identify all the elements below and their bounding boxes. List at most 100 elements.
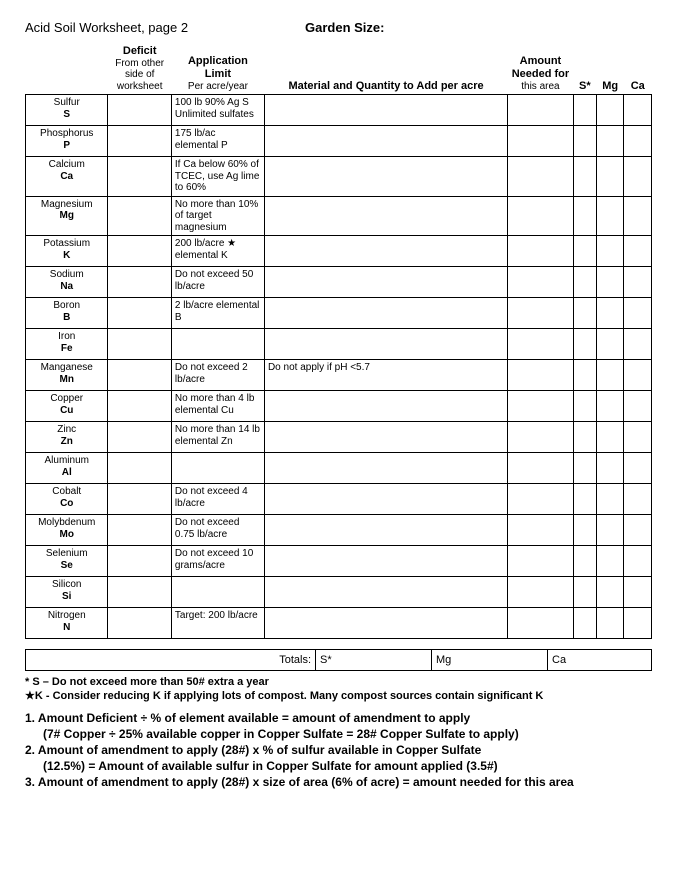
s-cell[interactable] [573,484,596,515]
amount-cell[interactable] [508,196,574,236]
amount-cell[interactable] [508,422,574,453]
deficit-cell[interactable] [108,360,171,391]
amount-cell[interactable] [508,329,574,360]
ca-cell[interactable] [624,298,652,329]
amount-cell[interactable] [508,95,574,126]
deficit-cell[interactable] [108,515,171,546]
amount-cell[interactable] [508,546,574,577]
s-cell[interactable] [573,95,596,126]
s-cell[interactable] [573,126,596,157]
material-cell[interactable] [264,126,507,157]
ca-cell[interactable] [624,236,652,267]
mg-cell[interactable] [596,484,623,515]
material-cell[interactable]: Do not apply if pH <5.7 [264,360,507,391]
ca-cell[interactable] [624,267,652,298]
mg-cell[interactable] [596,515,623,546]
ca-cell[interactable] [624,329,652,360]
s-cell[interactable] [573,577,596,608]
ca-cell[interactable] [624,608,652,639]
mg-cell[interactable] [596,453,623,484]
material-cell[interactable] [264,453,507,484]
s-cell[interactable] [573,515,596,546]
mg-cell[interactable] [596,298,623,329]
amount-cell[interactable] [508,157,574,197]
mg-cell[interactable] [596,329,623,360]
mg-cell[interactable] [596,608,623,639]
ca-cell[interactable] [624,515,652,546]
mg-cell[interactable] [596,126,623,157]
s-cell[interactable] [573,267,596,298]
material-cell[interactable] [264,329,507,360]
amount-cell[interactable] [508,391,574,422]
deficit-cell[interactable] [108,95,171,126]
deficit-cell[interactable] [108,329,171,360]
deficit-cell[interactable] [108,453,171,484]
material-cell[interactable] [264,391,507,422]
mg-cell[interactable] [596,236,623,267]
material-cell[interactable] [264,515,507,546]
deficit-cell[interactable] [108,391,171,422]
deficit-cell[interactable] [108,157,171,197]
material-cell[interactable] [264,196,507,236]
deficit-cell[interactable] [108,267,171,298]
s-cell[interactable] [573,298,596,329]
mg-cell[interactable] [596,577,623,608]
mg-cell[interactable] [596,267,623,298]
ca-cell[interactable] [624,360,652,391]
material-cell[interactable] [264,577,507,608]
amount-cell[interactable] [508,453,574,484]
material-cell[interactable] [264,484,507,515]
ca-cell[interactable] [624,157,652,197]
mg-cell[interactable] [596,391,623,422]
material-cell[interactable] [264,157,507,197]
ca-cell[interactable] [624,546,652,577]
ca-cell[interactable] [624,577,652,608]
deficit-cell[interactable] [108,577,171,608]
s-cell[interactable] [573,196,596,236]
amount-cell[interactable] [508,484,574,515]
amount-cell[interactable] [508,236,574,267]
material-cell[interactable] [264,267,507,298]
mg-cell[interactable] [596,196,623,236]
s-cell[interactable] [573,608,596,639]
ca-cell[interactable] [624,453,652,484]
s-cell[interactable] [573,546,596,577]
s-cell[interactable] [573,422,596,453]
deficit-cell[interactable] [108,484,171,515]
amount-cell[interactable] [508,126,574,157]
ca-cell[interactable] [624,126,652,157]
material-cell[interactable] [264,608,507,639]
deficit-cell[interactable] [108,196,171,236]
deficit-cell[interactable] [108,546,171,577]
mg-cell[interactable] [596,157,623,197]
s-cell[interactable] [573,391,596,422]
amount-cell[interactable] [508,298,574,329]
ca-cell[interactable] [624,196,652,236]
material-cell[interactable] [264,298,507,329]
deficit-cell[interactable] [108,422,171,453]
s-cell[interactable] [573,157,596,197]
mg-cell[interactable] [596,546,623,577]
material-cell[interactable] [264,236,507,267]
s-cell[interactable] [573,329,596,360]
ca-cell[interactable] [624,95,652,126]
amount-cell[interactable] [508,360,574,391]
material-cell[interactable] [264,95,507,126]
s-cell[interactable] [573,360,596,391]
deficit-cell[interactable] [108,608,171,639]
mg-cell[interactable] [596,95,623,126]
amount-cell[interactable] [508,577,574,608]
amount-cell[interactable] [508,267,574,298]
material-cell[interactable] [264,422,507,453]
deficit-cell[interactable] [108,298,171,329]
deficit-cell[interactable] [108,126,171,157]
amount-cell[interactable] [508,515,574,546]
mg-cell[interactable] [596,360,623,391]
material-cell[interactable] [264,546,507,577]
ca-cell[interactable] [624,484,652,515]
ca-cell[interactable] [624,422,652,453]
s-cell[interactable] [573,236,596,267]
s-cell[interactable] [573,453,596,484]
mg-cell[interactable] [596,422,623,453]
amount-cell[interactable] [508,608,574,639]
